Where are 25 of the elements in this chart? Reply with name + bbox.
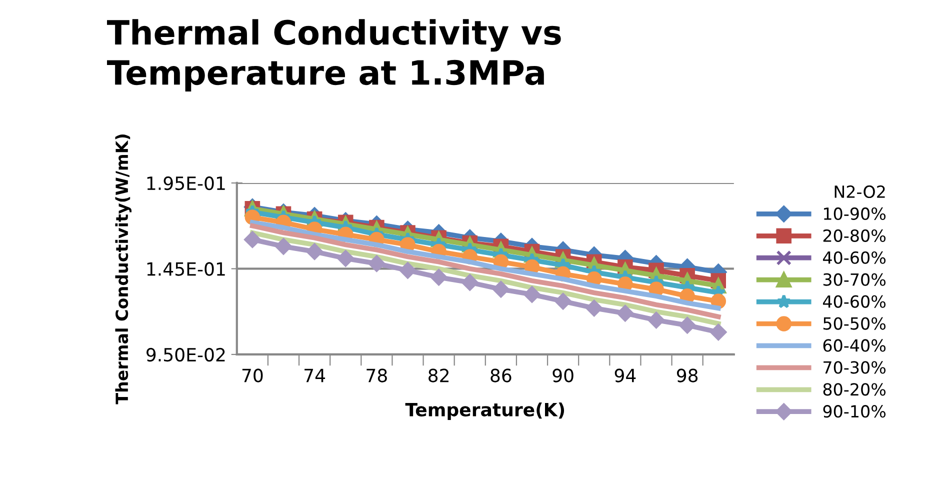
legend-label: 20-80%	[823, 229, 886, 242]
x-tick-label: 82	[428, 368, 448, 382]
legend-label: 70-30%	[824, 361, 886, 374]
x-tick-label: 94	[614, 368, 636, 382]
y-axis-title: Thermal Conductivity(W/mK)	[115, 134, 132, 404]
legend-title: N2-O2	[834, 185, 885, 198]
legend-label: 60-40%	[823, 339, 886, 352]
y-tick-label: 1.95E-01	[147, 176, 225, 190]
x-tick-label: 90	[552, 368, 574, 382]
x-axis-title: Temperature(K)	[405, 402, 564, 420]
x-tick-label: 86	[490, 368, 512, 382]
legend-label: 30-70%	[823, 273, 886, 286]
y-tick-label: 1.45E-01	[147, 262, 225, 276]
x-tick-label: 70	[242, 368, 263, 382]
y-tick-label: 9.50E-02	[146, 348, 225, 362]
legend-label: 10-90%	[824, 207, 886, 220]
chart-title: Thermal Conductivity vs Temperature at 1.3MPa	[106, 19, 561, 92]
x-tick-label: 74	[304, 368, 326, 382]
x-tick-label: 98	[676, 368, 698, 382]
legend-label: 40-60%	[823, 295, 886, 308]
x-tick-label: 78	[366, 368, 387, 382]
legend-label: 90-10%	[823, 405, 886, 418]
legend-label: 50-50%	[823, 317, 886, 330]
legend-label: 80-20%	[823, 383, 886, 396]
legend-label: 40-60%	[823, 251, 886, 264]
